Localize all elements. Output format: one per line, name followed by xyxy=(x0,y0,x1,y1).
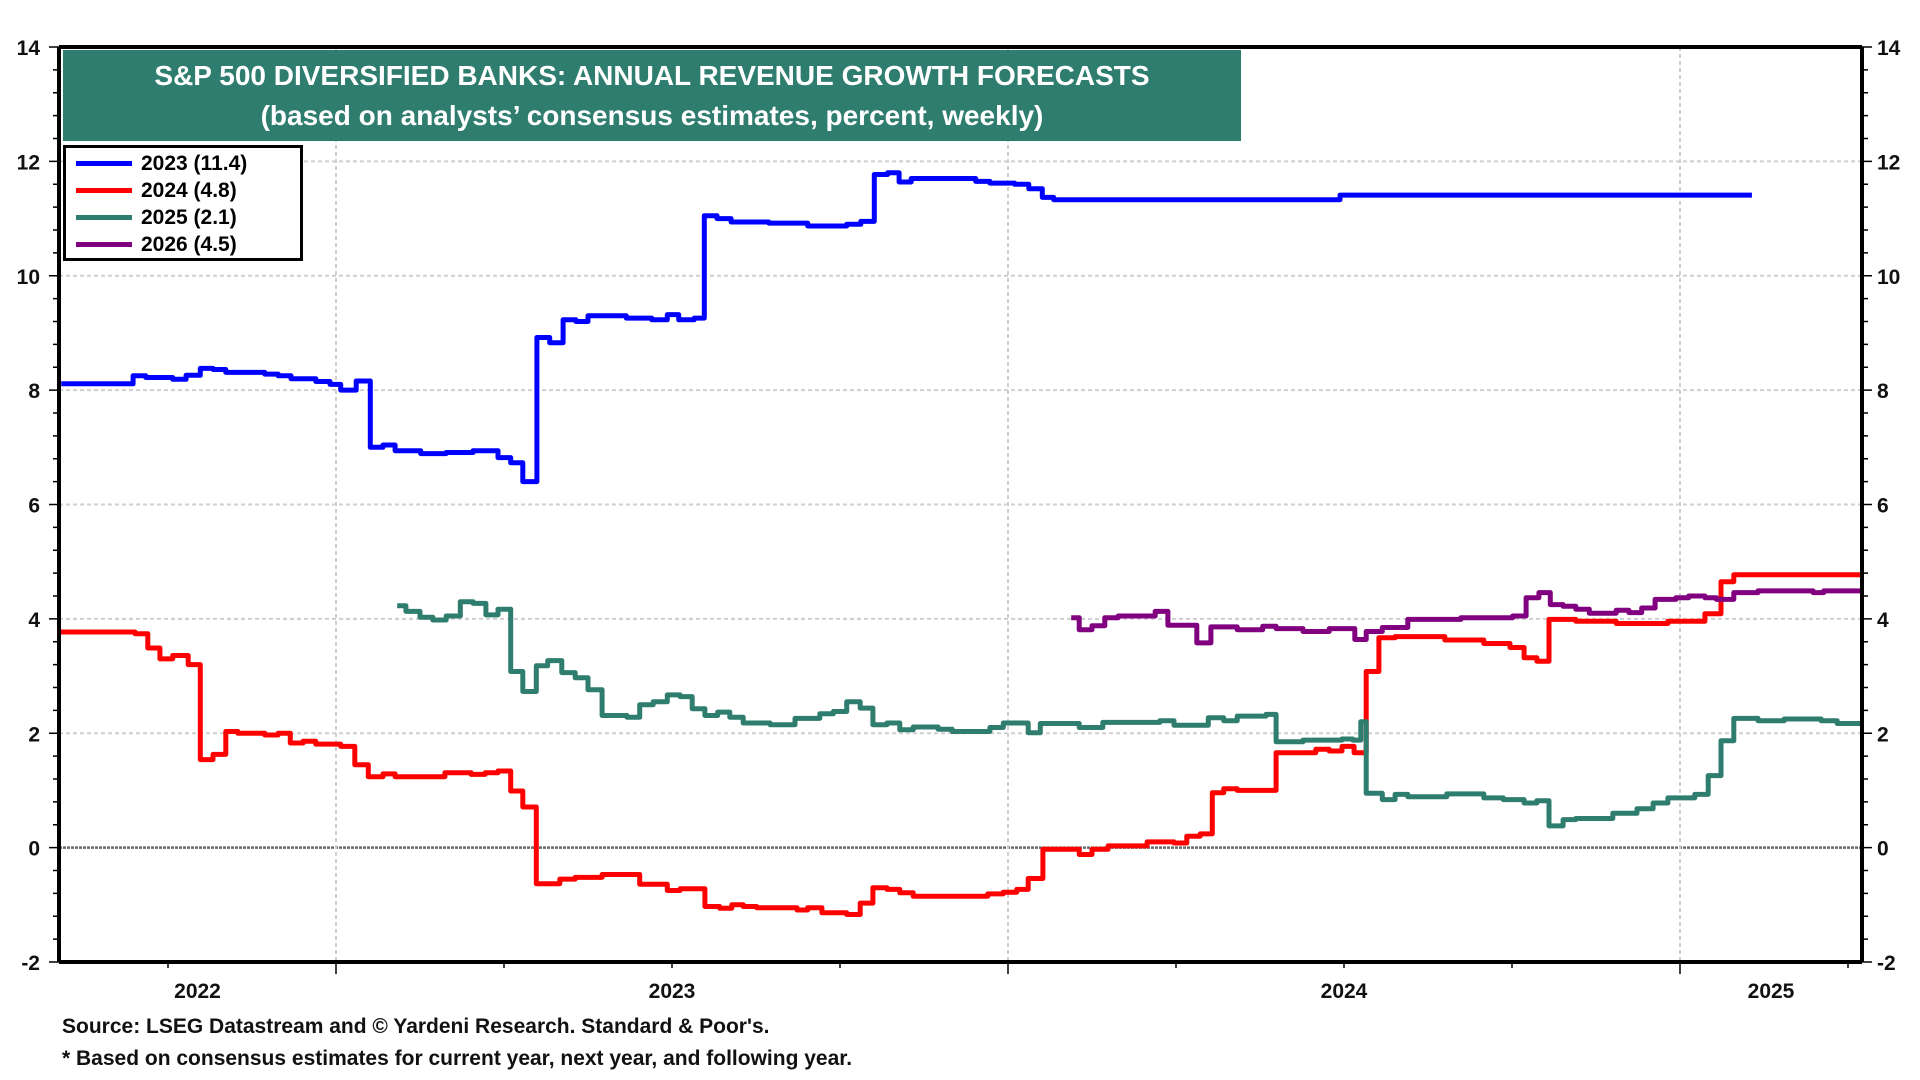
series-line-2023 xyxy=(61,170,1752,485)
chart-title: S&P 500 DIVERSIFIED BANKS: ANNUAL REVENU… xyxy=(154,60,1150,91)
left-y-tick-label: 2 xyxy=(28,723,40,746)
legend-label-2024: 2024 (4.8) xyxy=(141,178,237,202)
series-line-2025 xyxy=(397,599,1863,829)
legend-label-2026: 2026 (4.5) xyxy=(141,232,237,256)
gridlines xyxy=(59,47,1862,962)
x-year-label: 2022 xyxy=(174,980,221,1003)
series-line-2026 xyxy=(1071,588,1863,646)
legend-item-2023: 2023 (11.4) xyxy=(76,150,300,177)
left-y-tick-label: 10 xyxy=(17,266,40,289)
series-line-2024 xyxy=(57,572,1863,917)
right-y-tick-label: 2 xyxy=(1877,723,1889,746)
legend-label-2023: 2023 (11.4) xyxy=(141,151,248,175)
tick-labels: -2 -2 0 0 2 2 4 4 6 6 8 8 10 10 12 12 14 14 2022 2023 2024 20… xyxy=(17,37,1901,1003)
right-y-tick-label: 8 xyxy=(1877,380,1889,403)
chart-subtitle: (based on analysts’ consensus estimates,… xyxy=(260,100,1044,131)
left-y-tick-label: 6 xyxy=(28,495,40,518)
source-note: Source: LSEG Datastream and © Yardeni Re… xyxy=(62,1015,770,1038)
footnote: * Based on consensus estimates for curre… xyxy=(62,1047,853,1070)
right-y-tick-label: -2 xyxy=(1877,952,1896,975)
legend-item-2024: 2024 (4.8) xyxy=(76,177,300,204)
right-y-tick-label: 0 xyxy=(1877,838,1889,861)
legend-swatch-2026 xyxy=(76,242,132,247)
left-y-tick-label: -2 xyxy=(21,952,40,975)
legend-swatch-2025 xyxy=(76,215,132,220)
x-year-label: 2024 xyxy=(1321,980,1368,1003)
right-y-tick-label: 6 xyxy=(1877,495,1889,518)
chart-title-box: S&P 500 DIVERSIFIED BANKS: ANNUAL REVENU… xyxy=(63,50,1241,141)
left-y-tick-label: 4 xyxy=(28,609,40,632)
legend-label-2025: 2025 (2.1) xyxy=(141,205,237,229)
left-y-tick-label: 14 xyxy=(17,37,41,60)
legend-swatch-2024 xyxy=(76,188,132,193)
legend-swatch-2023 xyxy=(76,161,132,166)
x-year-label: 2023 xyxy=(649,980,696,1003)
right-y-tick-label: 4 xyxy=(1877,609,1889,632)
axes xyxy=(49,45,1872,974)
left-y-tick-label: 0 xyxy=(28,838,40,861)
left-y-tick-label: 12 xyxy=(17,151,40,174)
legend: 2023 (11.4) 2024 (4.8) 2025 (2.1) 2026 (… xyxy=(63,145,303,261)
right-y-tick-label: 14 xyxy=(1877,37,1901,60)
legend-item-2026: 2026 (4.5) xyxy=(76,231,300,258)
right-y-tick-label: 12 xyxy=(1877,151,1900,174)
x-year-label: 2025 xyxy=(1748,980,1795,1003)
series-lines xyxy=(57,170,1863,917)
legend-item-2025: 2025 (2.1) xyxy=(76,204,300,231)
right-y-tick-label: 10 xyxy=(1877,266,1900,289)
left-y-tick-label: 8 xyxy=(28,380,40,403)
